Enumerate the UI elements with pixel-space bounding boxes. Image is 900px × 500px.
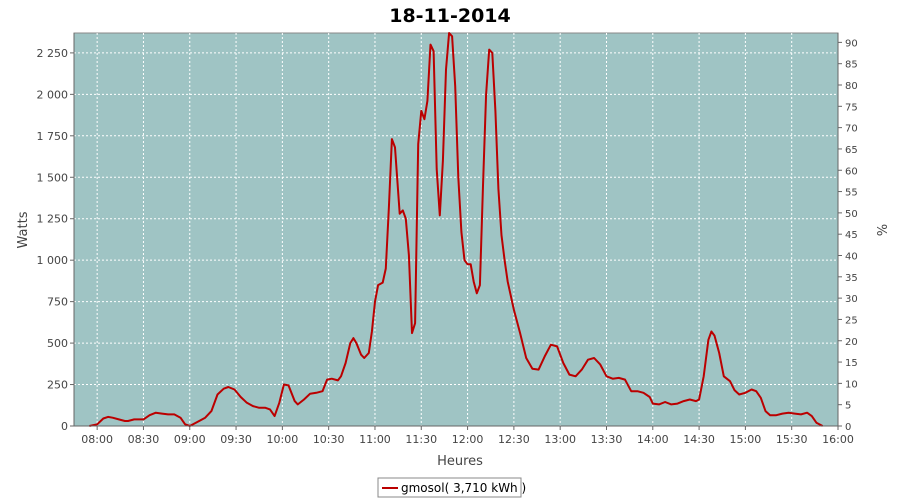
y2-tick-label: 15 <box>845 358 858 369</box>
x-tick-label: 10:00 <box>267 433 299 446</box>
y-tick-label: 1 750 <box>37 130 69 143</box>
x-tick-label: 15:00 <box>730 433 762 446</box>
y2-tick-label: 55 <box>845 188 858 199</box>
y2-tick-label: 85 <box>845 60 858 71</box>
x-axis-ticks: 08:00 08:30 09:00 09:30 10:00 10:30 11:00 11:30… <box>81 426 854 446</box>
y2-tick-label: 0 <box>845 422 851 433</box>
y-tick-label: 1 000 <box>37 254 69 267</box>
y-tick-label: 250 <box>47 379 68 392</box>
y2-axis-ticks: 0 5 10 15 20 25 30 35 40 45 50 55 60 65 70 75 80 85 90 <box>838 38 858 433</box>
y-tick-label: 1 250 <box>37 213 69 226</box>
y2-tick-label: 75 <box>845 102 858 113</box>
x-tick-label: 10:30 <box>313 433 345 446</box>
y2-tick-label: 50 <box>845 209 858 220</box>
y2-tick-label: 90 <box>845 38 858 49</box>
legend: gmosol( 3,710 kWh ) <box>377 477 526 498</box>
y-tick-label: 0 <box>61 420 68 433</box>
y2-tick-label: 20 <box>845 337 858 348</box>
y2-tick-label: 80 <box>845 81 858 92</box>
legend-box <box>377 477 522 498</box>
y-tick-label: 500 <box>47 337 68 350</box>
x-tick-label: 14:00 <box>637 433 669 446</box>
x-tick-label: 15:30 <box>776 433 808 446</box>
y2-tick-label: 25 <box>845 315 858 326</box>
y-tick-label: 2 000 <box>37 88 69 101</box>
x-tick-label: 08:30 <box>128 433 160 446</box>
y-axis-label: Watts <box>16 211 31 248</box>
y2-tick-label: 5 <box>845 401 851 412</box>
y-tick-label: 750 <box>47 296 68 309</box>
y2-tick-label: 40 <box>845 252 858 263</box>
series-line <box>89 32 824 427</box>
legend-label: gmosol( 3,710 kWh ) <box>401 481 526 495</box>
y2-tick-label: 65 <box>845 145 858 156</box>
chart-title: 18-11-2014 <box>389 5 511 27</box>
y2-tick-label: 30 <box>845 294 858 305</box>
series-layer <box>89 32 824 427</box>
y-tick-label: 2 250 <box>37 47 69 60</box>
y2-axis-label: % <box>873 224 888 236</box>
x-tick-label: 11:00 <box>359 433 391 446</box>
y2-tick-label: 45 <box>845 230 858 241</box>
x-tick-label: 11:30 <box>405 433 437 446</box>
x-tick-label: 14:30 <box>683 433 715 446</box>
y2-tick-label: 60 <box>845 166 858 177</box>
y-axis-ticks: 0 250 500 750 1 000 1 250 1 500 1 750 2 000 2 250 <box>37 47 74 433</box>
x-tick-label: 13:00 <box>544 433 576 446</box>
y-tick-label: 1 500 <box>37 171 69 184</box>
x-tick-label: 09:00 <box>174 433 206 446</box>
y2-tick-label: 10 <box>845 379 858 390</box>
x-tick-label: 13:30 <box>591 433 623 446</box>
x-tick-label: 12:30 <box>498 433 530 446</box>
x-tick-label: 12:00 <box>452 433 484 446</box>
x-tick-label: 08:00 <box>81 433 113 446</box>
x-tick-label: 09:30 <box>220 433 252 446</box>
grid-lines <box>74 33 839 426</box>
y2-tick-label: 70 <box>845 124 858 135</box>
x-axis-label: Heures <box>437 454 483 469</box>
y2-tick-label: 35 <box>845 273 858 284</box>
x-tick-label: 16:00 <box>822 433 854 446</box>
